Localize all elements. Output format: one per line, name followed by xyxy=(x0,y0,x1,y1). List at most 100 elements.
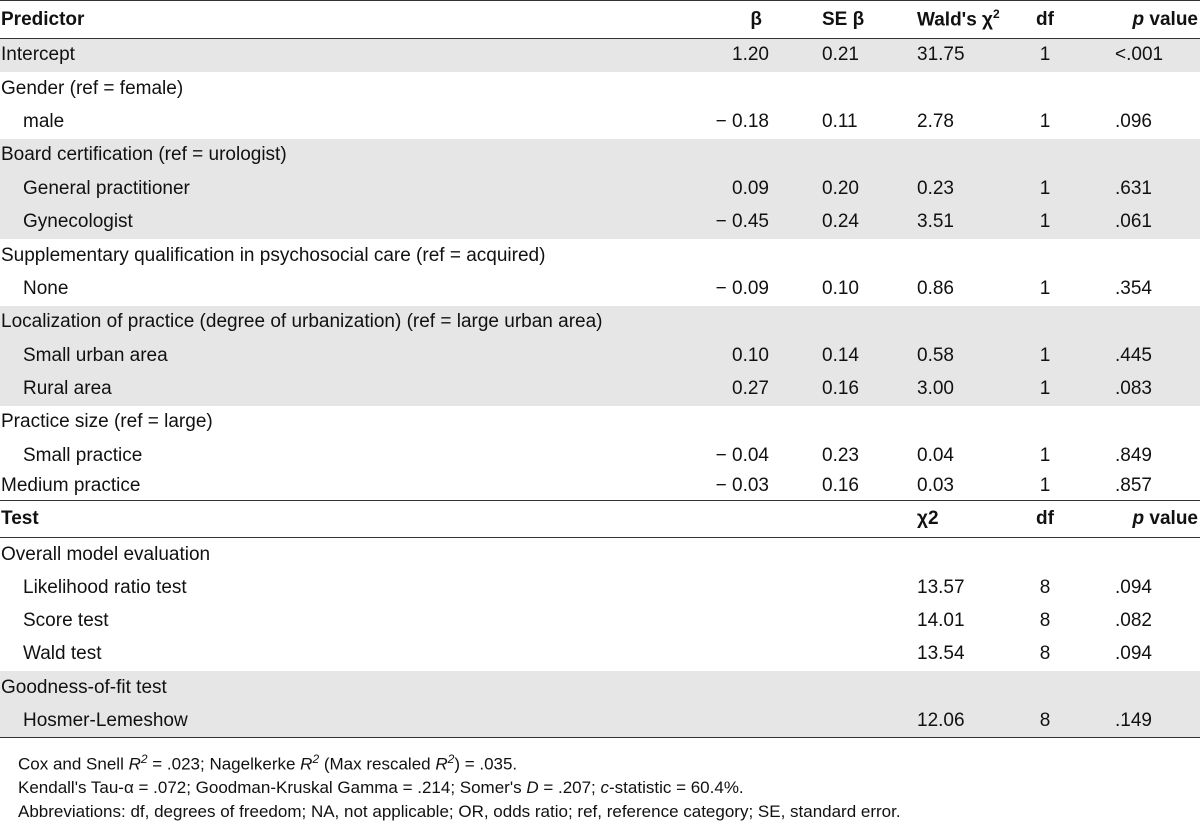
table-row: Gynecologist − 0.45 0.24 3.51 1 .061 xyxy=(0,205,1200,239)
cell-wald-chi: 3.51 xyxy=(880,205,1005,239)
cell-empty xyxy=(780,638,880,671)
note-superscript: 2 xyxy=(312,752,320,766)
cell-p-value: .094 xyxy=(1115,643,1152,665)
note-r-var: R xyxy=(128,754,141,774)
cell-p-value: .083 xyxy=(1085,372,1200,406)
cell-wald-chi: 0.03 xyxy=(917,475,954,497)
cell-beta: 0.27 xyxy=(660,372,780,406)
table-row: Localization of practice (degree of urba… xyxy=(0,305,1200,340)
test-header-row: Test χ2 df p value xyxy=(0,500,1200,538)
table-row: Board certification (ref = urologist) xyxy=(0,138,1200,173)
header-df: df xyxy=(1036,8,1054,30)
cell-beta: 1.20 xyxy=(660,38,780,72)
cell-empty xyxy=(780,704,880,739)
row-label: male xyxy=(23,110,65,132)
cell-se: 0.10 xyxy=(822,277,859,299)
cell-df: 1 xyxy=(1005,205,1085,239)
table-row: Rural area 0.27 0.16 3.00 1 .083 xyxy=(0,372,1200,406)
cell-wald-chi: 0.86 xyxy=(917,277,954,299)
cell-se: 0.16 xyxy=(822,475,859,497)
cell-se: 0.11 xyxy=(822,110,858,132)
cell-beta: − 0.04 xyxy=(715,444,769,466)
cell-chi: 13.54 xyxy=(917,643,965,665)
table-row: Small practice − 0.04 0.23 0.04 1 .849 xyxy=(0,439,1200,472)
test-section: Test χ2 df p value Overall model evaluat… xyxy=(0,500,1200,739)
row-label: Score test xyxy=(23,610,109,632)
table-row: male − 0.18 0.11 2.78 1 .096 xyxy=(0,105,1200,138)
cell-wald-chi: 0.23 xyxy=(880,172,1005,206)
header-predictor: Predictor xyxy=(1,8,85,30)
cell-empty xyxy=(660,571,780,604)
cell-se: 0.14 xyxy=(780,339,880,373)
cell-chi: 14.01 xyxy=(917,610,965,632)
cell-se: 0.20 xyxy=(780,172,880,206)
note-text: = .207; xyxy=(538,778,601,798)
row-label: None xyxy=(23,277,69,299)
row-category-label: Gender (ref = female) xyxy=(1,77,184,99)
regression-table-container: Predictor β SE β Wald's χ2 df p value In… xyxy=(0,0,1200,739)
cell-wald-chi: 0.58 xyxy=(880,339,1005,373)
header-p-rest: value xyxy=(1144,8,1198,30)
cell-wald-chi: 2.78 xyxy=(917,110,954,132)
table-row: Supplementary qualification in psychosoc… xyxy=(0,239,1200,272)
cell-df: 8 xyxy=(1039,643,1051,665)
cell-empty xyxy=(660,604,780,637)
row-label: Gynecologist xyxy=(0,205,660,239)
cell-p-value: .094 xyxy=(1115,576,1152,598)
cell-df: 1 xyxy=(1005,339,1085,373)
note-c-var: c xyxy=(600,778,610,798)
table-row: Intercept 1.20 0.21 31.75 1 <.001 xyxy=(0,38,1200,72)
note-text: ) = .035. xyxy=(454,754,518,774)
header-wald-text: Wald's χ xyxy=(917,9,993,31)
row-label: Small urban area xyxy=(0,339,660,373)
header-p-italic: p xyxy=(1132,8,1145,30)
table-row: Goodness-of-fit test xyxy=(0,671,1200,705)
header-se-beta: SE β xyxy=(822,8,865,30)
cell-se: 0.21 xyxy=(780,38,880,72)
row-label: Medium practice xyxy=(1,475,141,497)
cell-empty xyxy=(780,571,880,604)
cell-beta: − 0.45 xyxy=(660,205,780,239)
cell-p-value: .149 xyxy=(1085,704,1200,739)
footnote-abbreviations: Abbreviations: df, degrees of freedom; N… xyxy=(18,801,901,821)
header-chi-square: χ2 xyxy=(917,508,939,530)
header-empty xyxy=(780,501,880,538)
cell-wald-chi: 31.75 xyxy=(880,38,1005,72)
regression-table: Predictor β SE β Wald's χ2 df p value In… xyxy=(0,0,1200,739)
cell-df: 1 xyxy=(1039,475,1051,497)
row-label: Likelihood ratio test xyxy=(23,576,187,598)
table-row: Score test 14.01 8 .082 xyxy=(0,604,1200,637)
footnote-association-measures: Kendall's Tau-α = .072; Goodman-Kruskal … xyxy=(18,776,901,800)
cell-beta: 0.09 xyxy=(660,172,780,206)
row-category-label: Goodness-of-fit test xyxy=(0,671,1200,705)
note-text: Kendall's Tau-α = .072; Goodman-Kruskal … xyxy=(18,778,527,798)
row-category-label: Localization of practice (degree of urba… xyxy=(0,305,1200,340)
note-d-var: D xyxy=(526,778,539,798)
row-label: Hosmer-Lemeshow xyxy=(0,704,660,739)
cell-df: 8 xyxy=(1039,610,1051,632)
cell-df: 1 xyxy=(1039,277,1051,299)
header-p-value: p value xyxy=(1085,1,1200,39)
cell-se: 0.24 xyxy=(780,205,880,239)
note-text: -statistic = 60.4%. xyxy=(609,778,744,798)
cell-df: 1 xyxy=(1005,172,1085,206)
table-row: Practice size (ref = large) xyxy=(0,406,1200,439)
header-wald-superscript: 2 xyxy=(992,7,1000,22)
header-empty xyxy=(660,501,780,538)
cell-p-value: .849 xyxy=(1115,444,1152,466)
header-test-df: df xyxy=(1036,508,1054,530)
table-row: Small urban area 0.10 0.14 0.58 1 .445 xyxy=(0,339,1200,373)
cell-p-value: .061 xyxy=(1085,205,1200,239)
cell-wald-chi: 3.00 xyxy=(880,372,1005,406)
cell-empty xyxy=(780,604,880,637)
cell-beta: − 0.18 xyxy=(715,110,769,132)
row-label: Rural area xyxy=(0,372,660,406)
cell-beta: − 0.09 xyxy=(715,277,769,299)
row-label: Wald test xyxy=(23,643,102,665)
note-superscript: 2 xyxy=(447,752,455,766)
header-p-rest: value xyxy=(1144,508,1198,530)
row-category-label: Supplementary qualification in psychosoc… xyxy=(1,244,546,266)
cell-empty xyxy=(660,638,780,671)
note-text: (Max rescaled xyxy=(319,754,436,774)
cell-df: 1 xyxy=(1039,110,1051,132)
